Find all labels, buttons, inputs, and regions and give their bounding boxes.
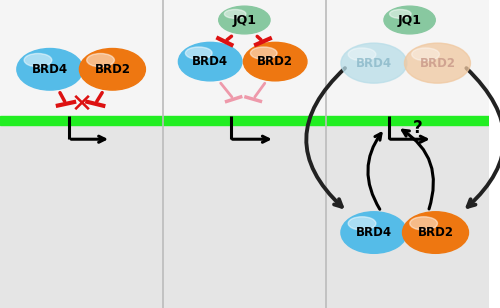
Text: ?: ? (413, 119, 423, 137)
Text: BRD4: BRD4 (356, 57, 392, 70)
Ellipse shape (341, 212, 407, 253)
Ellipse shape (86, 54, 115, 67)
Ellipse shape (186, 47, 212, 59)
Ellipse shape (80, 49, 146, 90)
Ellipse shape (17, 49, 83, 90)
Text: BRD2: BRD2 (94, 63, 130, 76)
Ellipse shape (410, 217, 438, 230)
Ellipse shape (412, 48, 440, 61)
Text: JQ1: JQ1 (232, 14, 256, 26)
Ellipse shape (218, 6, 270, 34)
Ellipse shape (390, 10, 411, 18)
Ellipse shape (348, 48, 376, 61)
Ellipse shape (224, 10, 246, 18)
Text: BRD4: BRD4 (32, 63, 68, 76)
Text: BRD4: BRD4 (356, 226, 392, 239)
Ellipse shape (24, 54, 52, 67)
Bar (0, 0, 489, 116)
Text: BRD2: BRD2 (418, 226, 454, 239)
Text: BRD2: BRD2 (420, 57, 456, 70)
Bar (0, 116, 489, 125)
Bar (0, 125, 489, 308)
Ellipse shape (178, 43, 242, 81)
Ellipse shape (244, 43, 307, 81)
Ellipse shape (384, 6, 436, 34)
Ellipse shape (341, 43, 407, 83)
Text: BRD4: BRD4 (192, 55, 228, 68)
Text: ✕: ✕ (70, 92, 92, 118)
Ellipse shape (404, 43, 470, 83)
Text: BRD2: BRD2 (257, 55, 293, 68)
Text: JQ1: JQ1 (398, 14, 421, 26)
Ellipse shape (402, 212, 468, 253)
Ellipse shape (250, 47, 277, 59)
Ellipse shape (348, 217, 376, 230)
